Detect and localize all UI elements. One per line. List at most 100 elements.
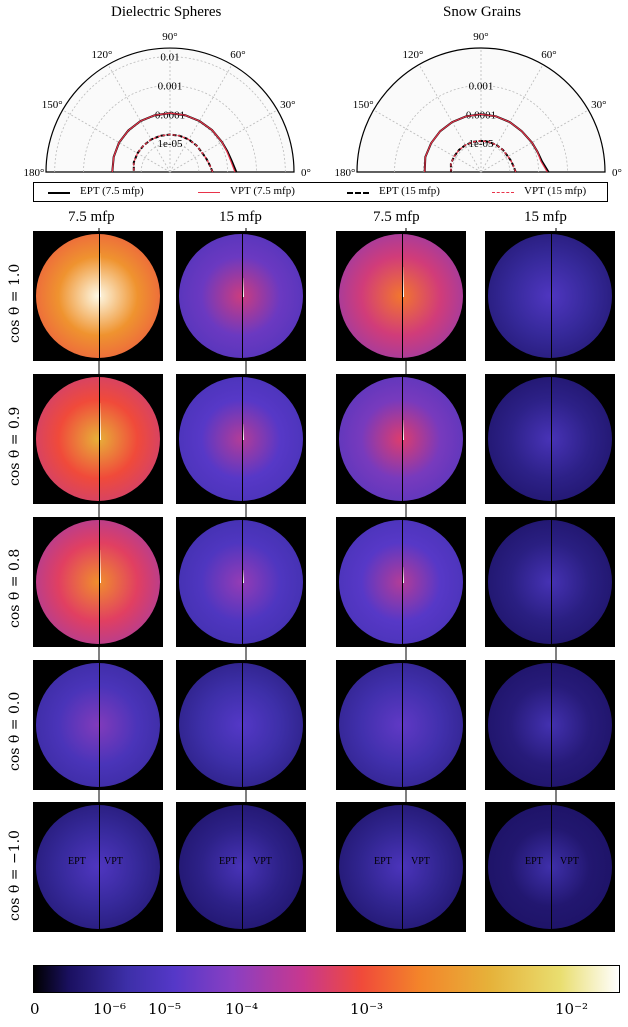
series-line — [424, 113, 548, 173]
heatmap-panel — [485, 231, 615, 361]
radial-tick-label: 0.01 — [160, 52, 179, 64]
specular-spike — [402, 266, 404, 297]
radial-tick-label: 1e-05 — [157, 138, 183, 150]
heatmap-disk — [488, 663, 612, 787]
ept-vpt-divider — [242, 517, 243, 647]
heatmap-disk — [179, 805, 303, 929]
ept-label: EPT — [374, 856, 392, 867]
radial-tick-label: 0.0001 — [155, 109, 185, 121]
ept-vpt-divider — [551, 802, 552, 932]
radial-tick-label: 0.001 — [469, 81, 494, 93]
legend-label: EPT (15 mfp) — [379, 185, 440, 197]
heatmap-disk — [339, 234, 463, 358]
ept-label: EPT — [525, 856, 543, 867]
heatmap-panel — [176, 517, 306, 647]
heatmap-panel — [176, 231, 306, 361]
specular-spike — [99, 550, 101, 583]
heatmap-panel — [336, 374, 466, 504]
heatmap-disk — [488, 805, 612, 929]
angle-tick-label: 90° — [473, 31, 488, 43]
heatmap-panel — [485, 517, 615, 647]
polar-spoke — [418, 64, 482, 173]
ept-vpt-divider — [551, 231, 552, 361]
heatmap-panel — [176, 374, 306, 504]
ept-label: EPT — [219, 856, 237, 867]
heatmap-disk — [179, 663, 303, 787]
vpt-label: VPT — [104, 856, 123, 867]
ept-vpt-divider — [99, 374, 100, 504]
heatmap-disk — [36, 520, 160, 644]
legend-label: VPT (7.5 mfp) — [230, 185, 295, 197]
angle-tick-label: 120° — [403, 49, 424, 61]
angle-tick-label: 30° — [591, 99, 606, 111]
column-header: 7.5 mfp — [373, 209, 420, 225]
radial-tick-label: 0.0001 — [466, 109, 496, 121]
colorbar-tick: 10⁻⁶ — [93, 1000, 127, 1018]
ept-vpt-divider — [402, 802, 403, 932]
row-header: cos θ = 0.8 — [7, 548, 23, 628]
legend-swatch — [347, 192, 369, 194]
ept-vpt-divider — [99, 802, 100, 932]
row-header: cos θ = 1.0 — [7, 263, 23, 343]
heatmap-panel — [33, 802, 163, 932]
specular-spike — [402, 419, 404, 440]
row-header: cos θ = −1.0 — [7, 830, 23, 921]
ept-vpt-divider — [99, 231, 100, 361]
heatmap-panel — [485, 374, 615, 504]
ept-vpt-divider — [242, 231, 243, 361]
angle-tick-label: 60° — [230, 49, 245, 61]
row-header: cos θ = 0.9 — [7, 406, 23, 486]
legend: EPT (7.5 mfp) VPT (7.5 mfp) EPT (15 mfp)… — [33, 182, 608, 202]
ept-vpt-divider — [551, 374, 552, 504]
ept-vpt-divider — [551, 660, 552, 790]
ept-vpt-divider — [402, 231, 403, 361]
angle-tick-label: 0° — [612, 167, 622, 179]
vpt-label: VPT — [253, 856, 272, 867]
heatmap-panel — [33, 660, 163, 790]
legend-label: VPT (15 mfp) — [524, 185, 587, 197]
heatmap-panel — [33, 517, 163, 647]
heatmap-panel — [485, 660, 615, 790]
heatmap-panel — [176, 802, 306, 932]
heatmap-disk — [36, 805, 160, 929]
ept-vpt-divider — [242, 660, 243, 790]
column-header: 7.5 mfp — [68, 209, 115, 225]
heatmap-panel — [176, 660, 306, 790]
heatmap-disk — [339, 520, 463, 644]
legend-swatch — [492, 192, 514, 193]
column-header: 15 mfp — [219, 209, 262, 225]
ept-vpt-divider — [242, 802, 243, 932]
polar-ring — [394, 85, 568, 173]
heatmap-disk — [179, 520, 303, 644]
vpt-label: VPT — [560, 856, 579, 867]
polar-spoke — [480, 109, 589, 173]
angle-tick-label: 180° — [335, 167, 356, 179]
heatmap-disk — [36, 234, 160, 358]
column-header: 15 mfp — [524, 209, 567, 225]
series-line — [133, 133, 214, 173]
angle-tick-label: 150° — [42, 99, 63, 111]
polar-ring — [83, 85, 257, 173]
ept-vpt-divider — [99, 517, 100, 647]
row-header: cos θ = 0.0 — [7, 691, 23, 771]
heatmap-disk — [488, 377, 612, 501]
ept-vpt-divider — [402, 517, 403, 647]
heatmap-panel — [33, 374, 163, 504]
legend-swatch — [48, 192, 70, 194]
polar-ring — [54, 56, 286, 173]
colorbar-tick: 10⁻³ — [350, 1000, 384, 1018]
polar-spoke — [107, 64, 171, 173]
angle-tick-label: 60° — [541, 49, 556, 61]
vpt-label: VPT — [411, 856, 430, 867]
heatmap-panel — [33, 231, 163, 361]
angle-tick-label: 30° — [280, 99, 295, 111]
specular-spike — [242, 423, 244, 440]
heatmap-panel — [336, 231, 466, 361]
angle-tick-label: 180° — [24, 167, 45, 179]
polar-spoke — [480, 64, 544, 173]
ept-vpt-divider — [551, 517, 552, 647]
heatmap-disk — [339, 663, 463, 787]
heatmap-disk — [488, 520, 612, 644]
legend-label: EPT (7.5 mfp) — [80, 185, 144, 197]
heatmap-panel — [336, 517, 466, 647]
